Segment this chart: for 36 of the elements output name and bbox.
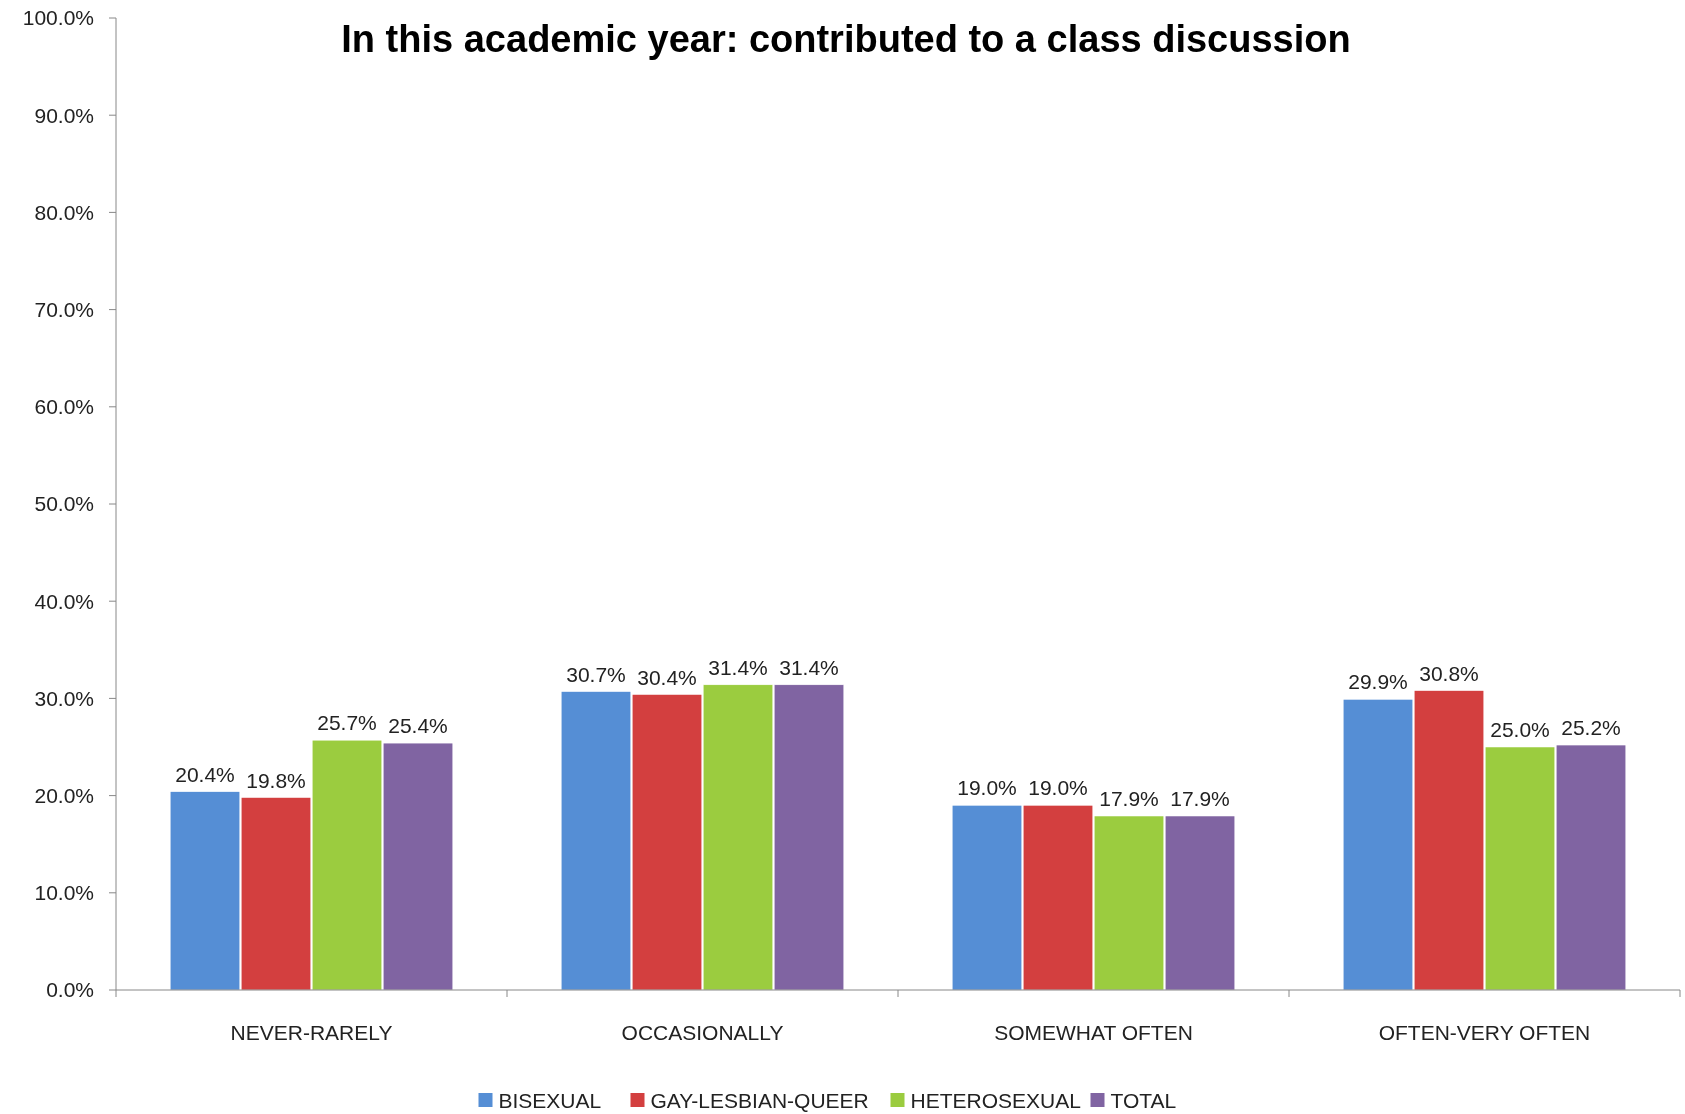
y-tick-label: 0.0% (46, 978, 94, 1002)
data-label: 25.0% (1490, 718, 1550, 741)
y-tick-label: 60.0% (34, 395, 94, 419)
y-tick-label: 80.0% (34, 200, 94, 224)
legend-label: HETEROSEXUAL (910, 1089, 1081, 1113)
chart-title: In this academic year: contributed to a class discussion (341, 18, 1351, 60)
data-label: 31.4% (779, 655, 839, 679)
data-label: 29.9% (1348, 670, 1408, 694)
data-label: 30.4% (637, 665, 697, 689)
y-tick-label: 50.0% (34, 492, 94, 516)
y-tick-label: 90.0% (34, 103, 94, 127)
data-label: 20.4% (175, 762, 235, 786)
data-label: 30.7% (566, 662, 626, 686)
y-tick-label: 100.0% (22, 6, 94, 30)
data-label: 30.8% (1419, 661, 1479, 685)
data-label: 25.4% (388, 714, 448, 738)
data-label: 25.7% (317, 711, 377, 735)
data-label: 19.8% (246, 768, 306, 792)
data-label: 19.0% (1028, 776, 1088, 800)
y-tick-label: 10.0% (34, 881, 94, 905)
y-tick-label: 30.0% (34, 686, 94, 710)
data-label: 31.4% (708, 655, 768, 679)
x-tick-label: OCCASIONALLY (621, 1021, 784, 1044)
x-tick-label: OFTEN-VERY OFTEN (1378, 1021, 1591, 1044)
x-tick-label: NEVER-RARELY (230, 1021, 393, 1044)
y-tick-label: 70.0% (34, 297, 94, 321)
y-tick-label: 40.0% (34, 589, 94, 613)
data-label: 17.9% (1099, 787, 1159, 811)
data-label: 17.9% (1170, 787, 1230, 811)
data-label: 25.2% (1561, 716, 1621, 740)
y-tick-label: 20.0% (34, 783, 94, 807)
legend-label: TOTAL (1110, 1089, 1177, 1113)
legend-label: BISEXUAL (498, 1089, 602, 1113)
x-tick-label: SOMEWHAT OFTEN (994, 1021, 1193, 1044)
legend-label: GAY-LESBIAN-QUEER (650, 1089, 869, 1113)
data-label: 19.0% (957, 776, 1017, 800)
